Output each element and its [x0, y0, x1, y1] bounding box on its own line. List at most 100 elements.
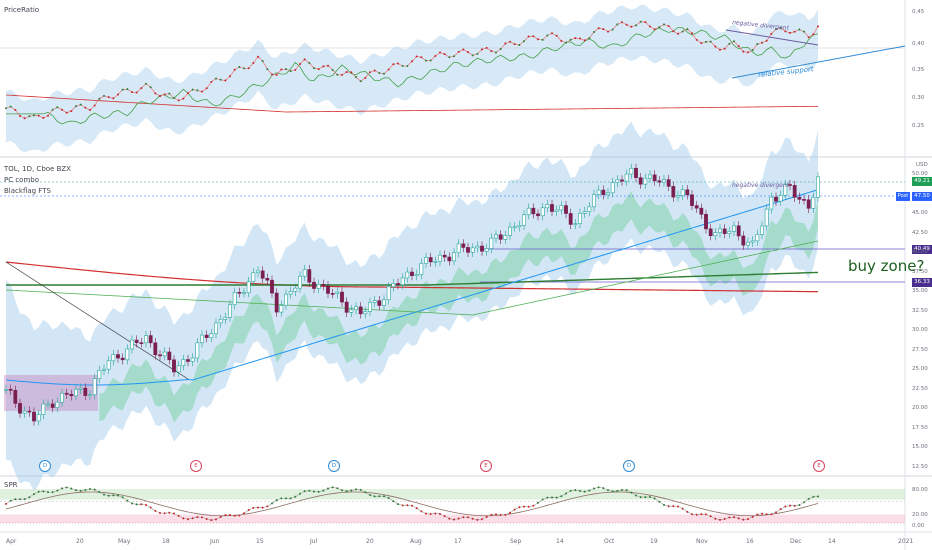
ratio-dot — [107, 96, 110, 99]
candle — [615, 179, 620, 183]
spr-dot — [663, 503, 665, 506]
ratio-dot — [257, 55, 259, 58]
candle — [694, 205, 699, 209]
spr-dot — [667, 505, 670, 508]
candle — [232, 292, 237, 306]
ratio-dot — [434, 54, 437, 57]
ratio-dot — [649, 25, 651, 28]
time-axis-label: 15 — [256, 538, 264, 545]
candle — [279, 305, 284, 313]
earnings-marker[interactable]: E — [190, 460, 202, 472]
spr-dot — [135, 503, 138, 506]
candle — [377, 300, 382, 306]
spr-dot — [126, 499, 129, 502]
spr-dot — [411, 504, 413, 507]
spr-dot — [593, 487, 595, 490]
spr-axis-tick: 0.00 — [912, 523, 925, 529]
spr-dot — [243, 512, 245, 515]
candle — [176, 365, 181, 373]
spr-dot — [537, 501, 539, 504]
ratio-dot — [714, 45, 717, 48]
spr-dot — [439, 512, 441, 515]
candle — [218, 319, 223, 324]
spr-dot — [639, 496, 642, 499]
spr-dot — [509, 511, 511, 514]
candle — [484, 248, 489, 252]
spr-dot — [583, 490, 586, 493]
candle — [662, 179, 666, 183]
ratio-dot — [317, 68, 320, 71]
spr-dot — [523, 505, 525, 508]
spr-dot — [448, 517, 451, 520]
candle — [685, 189, 690, 196]
candle — [736, 225, 741, 237]
candle — [167, 351, 172, 361]
dividend-marker[interactable]: D — [328, 460, 340, 472]
dividend-marker[interactable]: D — [39, 460, 51, 472]
candle — [265, 277, 270, 281]
candle — [746, 241, 750, 246]
ratio-dot — [737, 45, 740, 48]
ratio-dot — [359, 80, 362, 83]
time-axis-label: Aug — [410, 538, 422, 545]
candle — [452, 252, 456, 262]
spr-dot — [518, 506, 521, 509]
candle — [88, 394, 92, 396]
ratio-dot — [336, 73, 339, 76]
candle — [816, 176, 820, 198]
spr-dot — [630, 491, 633, 494]
spr-dot — [733, 516, 735, 519]
candle — [536, 213, 540, 217]
spr-dot — [37, 490, 40, 493]
ratio-dot — [191, 88, 194, 91]
candle — [158, 354, 162, 357]
ratio-dot — [751, 49, 754, 52]
candle — [335, 291, 340, 294]
spr-dot — [756, 513, 759, 516]
main-axis-tick: 37.50 — [912, 268, 928, 275]
spr-dot — [560, 495, 563, 498]
spr-dot — [499, 514, 502, 517]
ratio-dot — [733, 40, 735, 43]
dividend-marker[interactable]: D — [623, 460, 635, 472]
time-axis-label: 19 — [650, 538, 658, 545]
ratio-dot — [560, 39, 563, 42]
ratio-dot — [579, 37, 581, 40]
spr-dot — [625, 489, 628, 492]
candle — [46, 403, 50, 406]
spr-dot — [383, 495, 385, 498]
candle — [512, 226, 517, 229]
spr-dot — [434, 512, 437, 515]
ratio-dot — [219, 78, 222, 81]
ma-red-line — [5, 261, 819, 293]
time-axis-label: Dec — [790, 538, 802, 545]
spr-dot — [327, 487, 329, 490]
candle — [111, 354, 116, 362]
spr-dot — [387, 496, 390, 499]
candle — [666, 179, 671, 187]
main-axis-tick: 40.00 — [912, 249, 928, 255]
indicator-blackflag-fts[interactable]: Blackflag FTS — [4, 187, 51, 195]
ratio-dot — [630, 25, 633, 28]
spr-dot — [415, 507, 418, 510]
time-axis-label: Nov — [696, 538, 708, 545]
main-axis-tick: 32.50 — [912, 307, 928, 314]
time-axis-label: Jun — [210, 538, 220, 545]
symbol-title[interactable]: TOL, 1D, Cboe BZX — [4, 165, 71, 173]
earnings-marker[interactable]: E — [480, 460, 492, 472]
candle — [480, 245, 484, 252]
indicator-pc-combo[interactable]: PC combo — [4, 176, 40, 184]
spr-dot — [336, 487, 339, 490]
ratio-dot — [495, 51, 497, 54]
candle — [181, 359, 186, 367]
earnings-marker[interactable]: E — [813, 460, 825, 472]
candle — [540, 207, 545, 217]
ratio-dot — [98, 97, 101, 100]
ratio-dot — [182, 97, 185, 100]
ratio-dot — [700, 42, 703, 45]
candle — [256, 270, 260, 274]
ratio-dot — [527, 35, 530, 38]
ratio-ma-green — [6, 27, 819, 125]
spr-dot — [457, 517, 460, 520]
